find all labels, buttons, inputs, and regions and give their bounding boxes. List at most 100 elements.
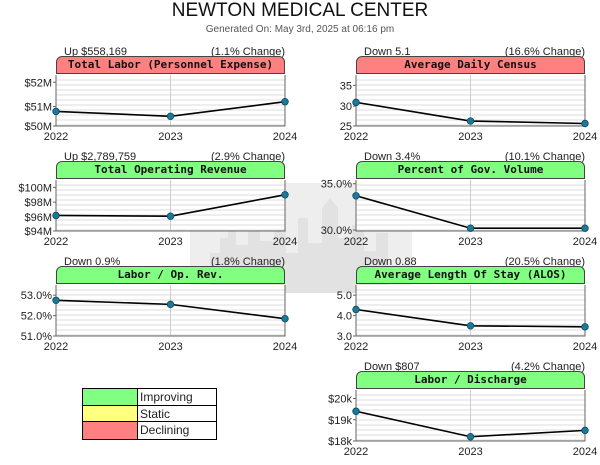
data-point-2024 [581,426,589,435]
x-tick-label: 2022 [44,341,68,353]
y-tick-label: 4.0 [337,311,352,323]
x-tick-label: 2022 [44,236,68,248]
change-amount: Down 3.4% [364,151,421,163]
x-tick-label: 2024 [273,131,297,143]
data-point-2024 [281,314,289,323]
data-point-2023 [466,224,475,232]
y-tick-label: 5.0 [337,290,352,302]
chart-title: Labor / Op. Rev. [56,266,285,284]
generated-timestamp: Generated On: May 3rd, 2025 at 06:16 pm [205,24,395,35]
chart-panel-average-length-of-stay-alos: Down 0.88 (20.5% Change) Average Length Of… [300,255,600,360]
x-tick-label: 2022 [344,131,368,143]
plot-axes [55,285,286,337]
change-amount: Down 0.9% [64,256,121,268]
x-tick-label: 2024 [573,341,597,353]
y-tick-label: 53.0% [21,290,52,302]
chart-panel-percent-of-gov-volume: Down 3.4% (10.1% Change) Percent of Gov. V… [300,150,600,255]
y-tick-label: $50M [24,121,52,133]
change-amount: Up $2,789,759 [64,151,137,163]
y-tick-label: 25 [340,121,352,133]
data-point-2023 [166,300,175,309]
data-point-2024 [281,98,289,106]
y-tick-label: 51.0% [21,331,52,343]
change-amount: Up $558,169 [64,46,127,58]
legend-row-improving: Improving [83,389,216,406]
y-tick-label: $98M [24,197,52,209]
chart-panel-labor-discharge: Down $807 (4.2% Change) Labor / Discharge $… [300,360,600,465]
plot-axes [55,180,286,232]
data-point-2023 [466,322,475,330]
x-tick-label: 2023 [458,341,482,353]
y-tick-label: $96M [24,212,52,224]
y-tick-label: $20k [328,394,352,406]
x-tick-label: 2022 [344,236,368,248]
data-point-2024 [581,119,589,128]
chart-panel-total-operating-revenue: Up $2,789,759 (2.9% Change) Total Operatin… [0,150,300,255]
x-tick-label: 2024 [573,131,597,143]
x-tick-label: 2023 [158,341,182,353]
y-tick-label: 30.0% [321,225,352,237]
data-point-2023 [466,433,475,441]
data-point-2024 [581,224,589,232]
data-point-2022 [352,305,360,314]
change-amount: Down 5.1 [364,46,411,58]
y-tick-label: $18k [328,436,352,448]
x-tick-label: 2023 [458,446,482,458]
change-percent: (10.1% Change) [504,151,585,163]
chart-title: Total Labor (Personnel Expense) [56,56,285,74]
x-tick-label: 2022 [344,341,368,353]
data-point-2022 [352,407,360,415]
legend-swatch-static [83,405,138,422]
legend-swatch-declining [83,422,138,439]
data-point-2024 [281,191,289,199]
change-percent: (20.5% Change) [504,256,585,268]
plot-axes [355,390,586,442]
y-tick-label: $19k [328,415,352,427]
data-point-2022 [352,98,360,107]
y-tick-label: $100M [18,182,52,194]
y-tick-label: 3.0 [337,331,352,343]
legend-label-improving: Improving [140,390,193,404]
status-legend: Improving Static Declining [82,388,217,440]
chart-panel-labor-op-rev: Down 0.9% (1.8% Change) Labor / Op. Rev. 53… [0,255,300,360]
x-tick-label: 2023 [158,131,182,143]
data-point-2022 [52,296,60,304]
y-tick-label: $51M [24,102,52,114]
x-tick-label: 2024 [573,236,597,248]
change-percent: (1.8% Change) [211,256,285,268]
change-percent: (16.6% Change) [504,46,585,58]
change-percent: (2.9% Change) [211,151,285,163]
x-tick-label: 2024 [273,236,297,248]
y-tick-label: 35.0% [321,179,352,191]
change-percent: (4.2% Change) [511,361,585,373]
chart-title: Average Length Of Stay (ALOS) [356,266,585,284]
change-amount: Down 0.88 [364,256,417,268]
y-tick-label: 52.0% [21,311,52,323]
legend-label-static: Static [140,406,171,421]
chart-panel-total-labor-personnel-expense: Up $558,169 (1.1% Change) Total Labor (Per… [0,45,300,150]
report-title: NEWTON MEDICAL CENTER [171,0,429,21]
x-tick-label: 2024 [573,446,597,458]
chart-title: Total Operating Revenue [56,161,285,179]
x-tick-label: 2024 [273,341,297,353]
data-point-2024 [581,323,589,331]
y-tick-label: $94M [24,226,52,238]
data-point-2022 [52,107,60,116]
line-chart-plot: 35.0% 30.0%2022 2023 2024 [321,179,597,248]
y-tick-label: 35 [340,80,352,92]
legend-row-static: Static [83,405,216,423]
x-tick-label: 2022 [344,446,368,458]
chart-title: Average Daily Census [356,56,585,74]
line-chart-plot: 53.0% 52.0% 51.0%2022 2023 2024 [21,285,297,353]
x-tick-label: 2022 [44,131,68,143]
legend-label-declining: Declining [140,423,190,438]
change-amount: Down $807 [364,361,420,373]
data-point-2023 [466,117,475,125]
chart-title: Percent of Gov. Volume [356,161,585,179]
chart-panel-average-daily-census: Down 5.1 (16.6% Change) Average Daily Cens… [300,45,600,150]
